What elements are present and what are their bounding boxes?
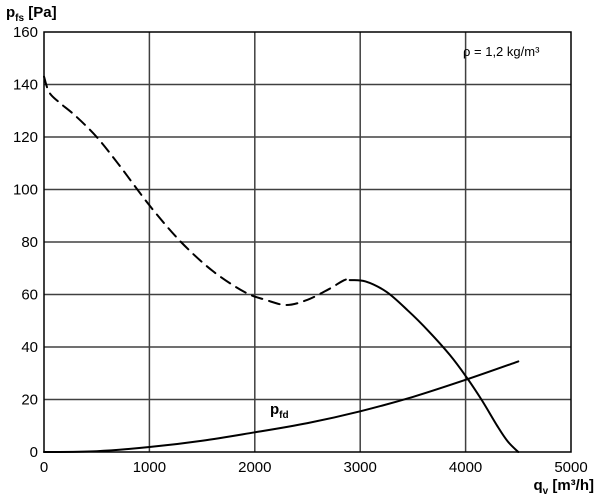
- density-annotation: ρ = 1,2 kg/m³: [463, 44, 540, 59]
- x-tick-label: 2000: [238, 459, 271, 476]
- y-tick-label: 40: [21, 339, 38, 356]
- x-tick-label: 0: [40, 459, 48, 476]
- y-tick-label: 20: [21, 392, 38, 409]
- x-tick-label: 4000: [449, 459, 482, 476]
- pfs-curve-stable: [348, 279, 520, 453]
- y-tick-label: 0: [30, 444, 38, 461]
- grid-lines: [44, 32, 571, 452]
- pfs-curve-unstable-dashed: [43, 75, 351, 306]
- y-axis-title: pfs [Pa]: [6, 4, 57, 24]
- y-tick-label: 100: [13, 182, 38, 199]
- pfd-curve: [43, 360, 520, 453]
- x-tick-label: 5000: [554, 459, 587, 476]
- y-tick-label: 120: [13, 129, 38, 146]
- series-label-pfd: pfd: [270, 401, 289, 421]
- plot-frame: [43, 31, 572, 453]
- y-tick-label: 160: [13, 24, 38, 41]
- series-layer: [43, 75, 520, 453]
- x-axis-title: qv [m³/h]: [533, 477, 594, 497]
- x-tick-label: 3000: [344, 459, 377, 476]
- y-tick-label: 80: [21, 234, 38, 251]
- y-tick-label: 60: [21, 287, 38, 304]
- x-tick-label: 1000: [133, 459, 166, 476]
- tick-labels: 0 1000 2000 3000 4000 5000 0 20 40 60 80 100 120 140 1…: [13, 24, 588, 476]
- y-tick-label: 140: [13, 77, 38, 94]
